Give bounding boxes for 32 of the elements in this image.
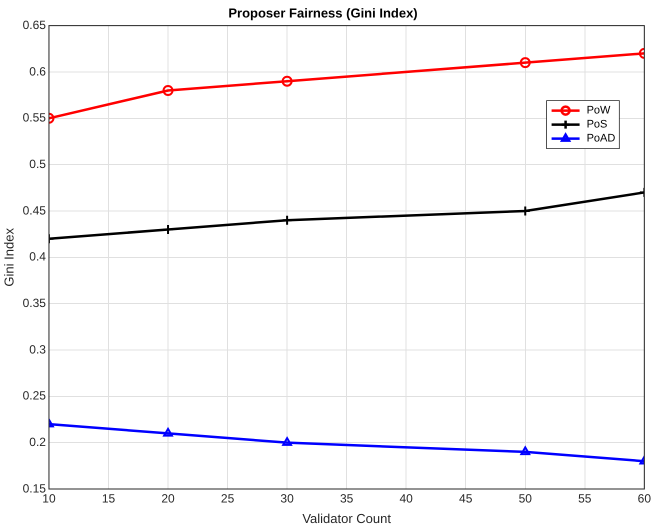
x-axis-title: Validator Count <box>302 510 392 526</box>
x-tick-label: 60 <box>638 492 652 506</box>
y-tick-label: 0.4 <box>29 250 46 264</box>
point <box>282 214 293 226</box>
legend-label: PoS <box>586 118 608 131</box>
y-tick-label: 0.25 <box>22 388 46 403</box>
legend-label: PoW <box>586 104 612 117</box>
y-axis-title: Gini Index <box>1 228 16 287</box>
legend-label: PoAD <box>586 132 616 145</box>
y-tick-label: 0.65 <box>22 18 46 32</box>
x-tick-label: 40 <box>400 492 414 506</box>
y-tick-label: 0.3 <box>29 342 46 356</box>
point <box>162 224 174 235</box>
chart-title: Proposer Fairness (Gini Index) <box>228 5 418 20</box>
x-tick-label: 30 <box>280 492 294 506</box>
y-tick-label: 0.6 <box>29 64 46 78</box>
y-tick-label: 0.55 <box>22 110 46 125</box>
x-tick-label: 45 <box>459 492 473 506</box>
x-tick-label: 25 <box>220 492 235 506</box>
y-tick-label: 0.2 <box>29 434 46 449</box>
x-tick-label: 35 <box>340 492 354 506</box>
x-tick-label: 20 <box>161 492 176 506</box>
point <box>282 437 292 446</box>
point <box>163 428 173 437</box>
point <box>282 76 293 87</box>
x-tick-label: 50 <box>518 492 532 506</box>
x-tick-label: 55 <box>578 492 592 506</box>
point <box>162 84 174 96</box>
x-tick-label: 15 <box>102 492 116 506</box>
y-tick-label: 0.45 <box>22 203 46 218</box>
y-tick-label: 0.35 <box>22 296 46 310</box>
y-tick-label: 0.5 <box>29 156 46 171</box>
